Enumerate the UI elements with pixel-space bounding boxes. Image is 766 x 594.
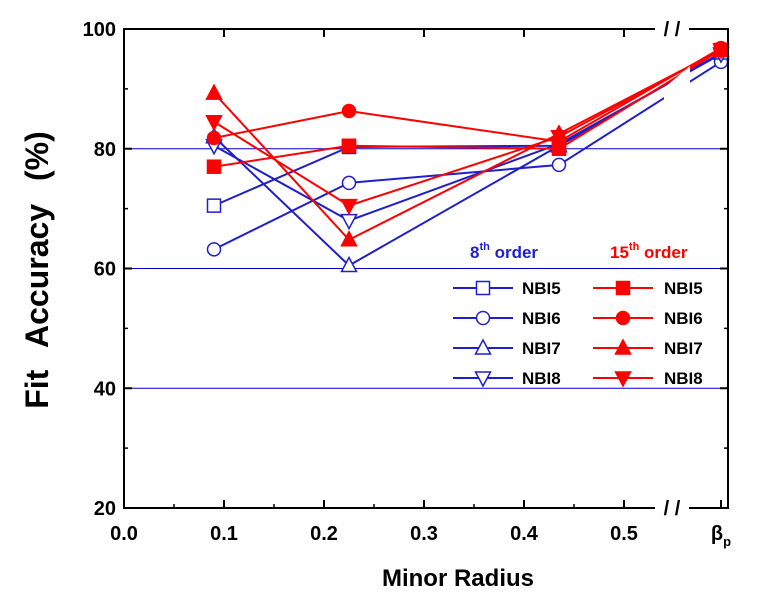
- legend-header-8th-suffix: order: [490, 243, 539, 262]
- y-tick-label-0: 20: [94, 498, 116, 520]
- legend-entry-8th-order-NBI8: NBI8: [453, 369, 561, 388]
- legend-marker: [614, 338, 632, 355]
- data-point-7-3: [712, 43, 730, 60]
- legend-marker: [614, 371, 632, 388]
- legend-label: NBI8: [522, 369, 561, 388]
- axis-break-gap-top: [655, 24, 689, 34]
- x-tick-label-5: 0.5: [610, 523, 638, 545]
- series-layer: [205, 40, 730, 273]
- beta-subscript: p: [723, 534, 731, 549]
- x-tick-label-2: 0.2: [310, 523, 338, 545]
- axis-break-bottom: / /: [664, 498, 681, 520]
- series-line-0: [213, 52, 722, 207]
- series-line-7: [213, 49, 722, 207]
- x-tick-label-4: 0.4: [510, 523, 539, 545]
- x-tick-label-1: 0.1: [210, 523, 238, 545]
- data-point-1-1: [341, 175, 357, 191]
- legend-marker: [474, 338, 492, 355]
- legend: 8th order 15th order NBI5NBI6NBI7NBI8NBI…: [453, 241, 703, 388]
- legend-header-15th: 15th order: [610, 241, 688, 262]
- legend-entry-15th-order-NBI8: NBI8: [593, 369, 703, 388]
- y-axis-title: Fit Accuracy (%): [19, 131, 55, 409]
- line-break-mask: [664, 66, 690, 132]
- beta-symbol: β: [711, 523, 723, 545]
- legend-header-15th-sup: th: [629, 241, 640, 253]
- legend-marker: [475, 280, 491, 296]
- legend-label: NBI7: [664, 339, 703, 358]
- y-tick-label-2: 60: [94, 259, 116, 281]
- legend-marker: [615, 280, 631, 296]
- y-tick-label-1: 40: [94, 378, 116, 400]
- legend-label: NBI7: [522, 339, 561, 358]
- series-15th-order-NBI8: [205, 43, 730, 216]
- beta-p-label: βp: [711, 523, 731, 549]
- y-tick-label-3: 80: [94, 139, 116, 161]
- legend-entries: NBI5 NBI6 NBI7 NBI8 NBI5 NBI6 NBI7 NBI8: [453, 279, 703, 388]
- data-point-2-1: [340, 255, 358, 273]
- series-8th-order-NBI5: [206, 45, 729, 213]
- legend-entry-8th-order-NBI7: NBI7: [453, 338, 561, 358]
- y-tick-label-4: 100: [83, 19, 116, 41]
- data-point-3-1: [340, 213, 358, 231]
- data-point-7-1: [340, 198, 358, 216]
- axis-break-top: / /: [664, 19, 681, 41]
- legend-entry-15th-order-NBI6: NBI6: [593, 309, 703, 328]
- data-point-6-1: [340, 230, 358, 247]
- legend-label: NBI5: [664, 279, 703, 298]
- axis-break-gap-bottom: [655, 503, 689, 513]
- legend-header-8th: 8th order: [470, 241, 538, 262]
- legend-header-8th-sup: th: [479, 241, 490, 253]
- legend-header-15th-suffix: order: [639, 243, 688, 262]
- legend-label: NBI6: [664, 309, 703, 328]
- series-line-1: [213, 61, 722, 251]
- tick-labels: 0.0 0.1 0.2 0.3 0.4 0.5 20 40 60 80 100: [83, 19, 638, 545]
- series-line-2: [213, 52, 722, 267]
- series-8th-order-NBI7: [205, 43, 730, 273]
- legend-marker: [615, 310, 631, 326]
- series-line-3: [213, 53, 722, 222]
- legend-label: NBI8: [664, 369, 703, 388]
- x-tick-label-3: 0.3: [410, 523, 438, 545]
- x-axis-title: Minor Radius: [382, 565, 534, 592]
- data-point-0-0: [206, 198, 222, 213]
- x-tick-label-0: 0.0: [110, 523, 138, 545]
- legend-label: NBI6: [522, 309, 561, 328]
- data-point-5-1: [341, 103, 357, 119]
- legend-marker: [474, 371, 492, 388]
- legend-marker: [475, 310, 491, 326]
- legend-entry-15th-order-NBI5: NBI5: [593, 279, 703, 298]
- grid-lines: [124, 148, 728, 389]
- data-point-1-0: [206, 242, 222, 257]
- data-point-4-0: [206, 159, 222, 174]
- legend-header-15th-order: 15: [610, 243, 629, 262]
- legend-entry-8th-order-NBI6: NBI6: [453, 309, 561, 328]
- series-line-4: [213, 49, 722, 168]
- legend-entry-15th-order-NBI7: NBI7: [593, 338, 703, 358]
- series-8th-order-NBI8: [205, 47, 730, 231]
- data-point-6-0: [205, 83, 223, 100]
- legend-header-8th-order: 8: [470, 243, 479, 262]
- data-point-1-2: [551, 157, 567, 173]
- data-point-4-1: [341, 138, 357, 154]
- series-line-5: [213, 47, 722, 143]
- data-point-7-2: [550, 130, 568, 147]
- series-line-6: [213, 49, 722, 241]
- data-point-7-0: [205, 115, 223, 132]
- data-point-5-0: [206, 130, 222, 146]
- legend-label: NBI5: [522, 279, 561, 298]
- legend-entry-8th-order-NBI5: NBI5: [453, 279, 561, 298]
